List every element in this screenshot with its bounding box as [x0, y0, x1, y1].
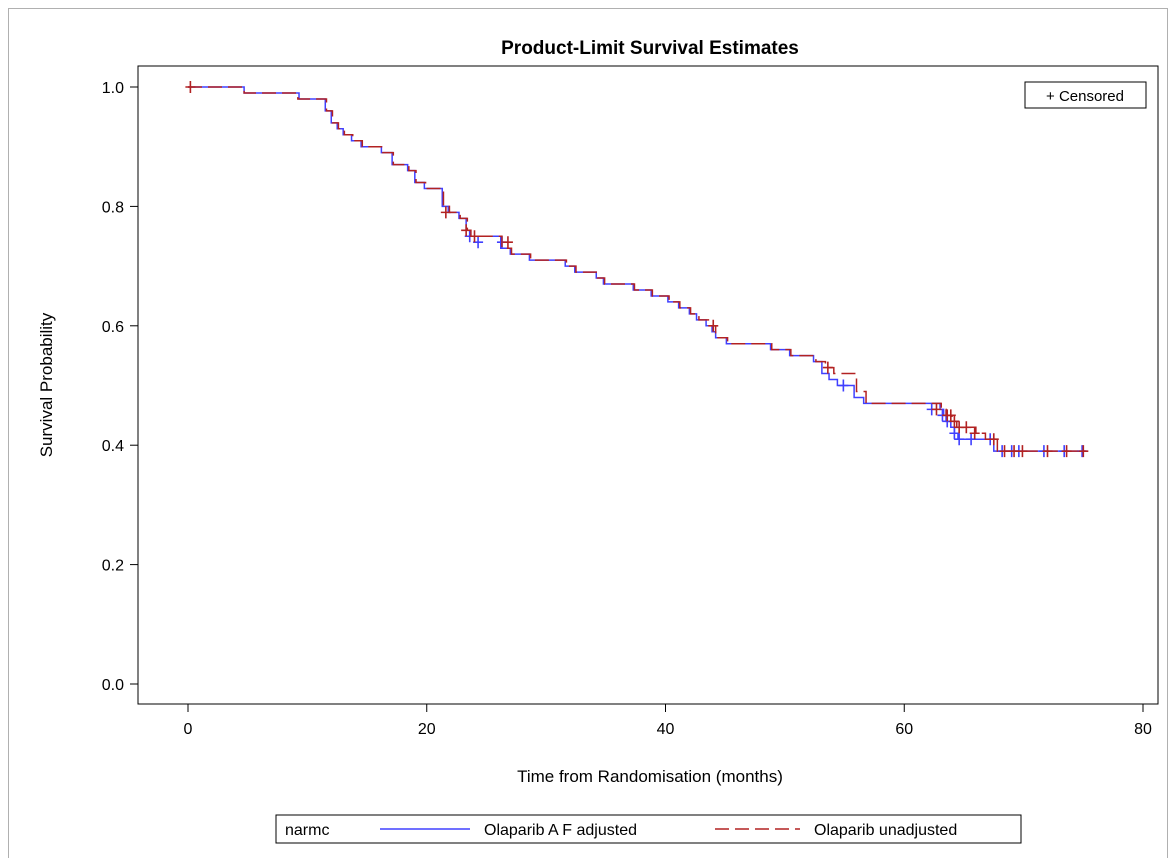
censor-mark	[1017, 445, 1028, 458]
legend-label-unadjusted: Olaparib unadjusted	[814, 822, 957, 839]
censor-mark	[969, 427, 980, 440]
series-line-1	[188, 86, 1086, 452]
censor-mark	[708, 319, 719, 332]
legend-label-adjusted: Olaparib A F adjusted	[484, 822, 637, 839]
x-tick-label: 0	[184, 721, 193, 738]
censor-mark	[961, 421, 972, 434]
chart-title: Product-Limit Survival Estimates	[501, 38, 799, 59]
y-axis-label: Survival Probability	[37, 312, 56, 457]
x-axis: 0 20 40 60 80	[184, 704, 1152, 738]
censor-mark	[931, 403, 942, 416]
legend: narmc Olaparib A F adjusted Olaparib una…	[275, 814, 1022, 844]
censor-mark	[1061, 445, 1072, 458]
censor-mark	[988, 433, 999, 446]
censor-mark	[461, 224, 472, 237]
censor-mark	[954, 433, 965, 446]
plot-area	[137, 65, 1159, 705]
censor-mark	[838, 379, 849, 392]
censored-legend: + Censored	[1024, 81, 1147, 109]
y-tick-label: 0.0	[102, 677, 124, 694]
x-axis-label: Time from Randomisation (months)	[517, 767, 783, 786]
y-tick-label: 0.6	[102, 319, 124, 336]
y-axis: 0.0 0.2 0.4 0.6 0.8 1.0	[102, 80, 138, 694]
x-tick-label: 20	[418, 721, 436, 738]
censor-mark	[1009, 445, 1020, 458]
x-tick-label: 60	[895, 721, 913, 738]
censor-mark	[949, 415, 960, 428]
censor-mark	[502, 236, 513, 249]
y-tick-label: 1.0	[102, 80, 124, 97]
series-line-0	[188, 86, 1086, 452]
censor-mark	[469, 230, 480, 243]
x-tick-label: 80	[1134, 721, 1152, 738]
censor-mark	[999, 445, 1010, 458]
censor-mark	[949, 427, 960, 440]
censor-mark	[185, 81, 196, 93]
legend-title: narmc	[285, 822, 329, 839]
censor-mark	[440, 206, 451, 219]
censor-mark	[822, 361, 833, 374]
y-tick-label: 0.4	[102, 438, 124, 455]
y-tick-label: 0.8	[102, 199, 124, 216]
censored-legend-box	[1024, 81, 1147, 109]
x-tick-label: 40	[657, 721, 675, 738]
series-layer	[185, 81, 1089, 458]
censored-legend-label: + Censored	[1046, 88, 1124, 105]
y-tick-label: 0.2	[102, 558, 124, 575]
censor-mark	[1042, 445, 1053, 458]
censor-mark	[1078, 445, 1089, 458]
